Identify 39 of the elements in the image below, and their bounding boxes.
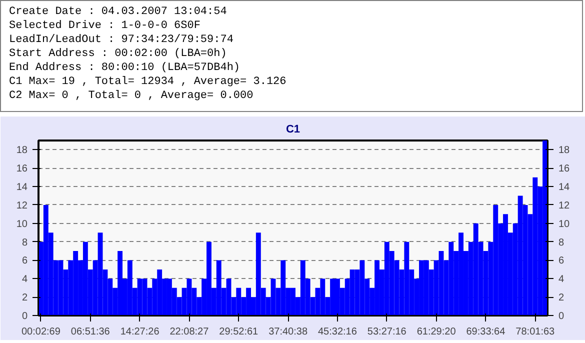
y2-tick-label: 0	[558, 311, 564, 322]
y-tick-label: 4	[22, 274, 28, 286]
y-tick-label: 16	[16, 164, 28, 175]
y2-tick-label: 18	[558, 145, 570, 156]
y-tick-label: 2	[22, 292, 28, 304]
x-tick-label: 14:27:26	[120, 326, 160, 338]
y2-tick-label: 2	[558, 292, 564, 304]
text: LeadIn/LeadOut : 97:34:23/79:59:74	[9, 34, 234, 46]
y-tick-label: 0	[22, 311, 28, 322]
x-tick-label: 37:40:38	[268, 326, 308, 338]
text: Create Date : 04.03.2007 13:04:54	[9, 6, 227, 18]
x-tick-label: 00:02:69	[22, 326, 61, 338]
x-tick-label: 29:52:61	[219, 326, 259, 338]
x-tick-label: 06:51:36	[70, 326, 110, 338]
y2-tick-label: 10	[558, 218, 570, 230]
y-tick-label: 18	[16, 145, 28, 156]
y2-tick-label: 14	[558, 182, 570, 194]
x-tick-label: 78:01:63	[516, 326, 556, 338]
x-tick-label: 53:27:16	[367, 326, 407, 338]
y2-tick-label: 8	[558, 237, 564, 248]
y2-tick-label: 12	[558, 200, 570, 212]
x-tick-label: 61:29:20	[416, 326, 456, 338]
text: C1 Max= 19 , Total= 12934 , Average= 3.126	[9, 76, 286, 88]
x-tick-label: 45:32:16	[318, 326, 358, 338]
x-tick-label: 69:33:64	[466, 326, 506, 338]
text: C2 Max= 0 , Total= 0 , Average= 0.000	[9, 90, 254, 102]
chart-title: C1	[286, 124, 300, 136]
y-tick-label: 8	[22, 237, 28, 248]
text: Start Address : 00:02:00 (LBA=0h)	[9, 48, 227, 60]
text: Selected Drive : 1-0-0-0 6S0F	[9, 20, 200, 32]
text: End Address : 80:00:10 (LBA=57DB4h)	[9, 62, 240, 74]
y-tick-label: 14	[16, 182, 28, 194]
y2-tick-label: 16	[558, 164, 570, 175]
y-tick-label: 12	[16, 200, 28, 212]
y-tick-label: 10	[16, 218, 28, 230]
x-tick-label: 22:08:27	[170, 326, 210, 338]
y2-tick-label: 4	[558, 274, 564, 286]
y2-tick-label: 6	[558, 256, 564, 267]
y-tick-label: 6	[22, 256, 28, 267]
